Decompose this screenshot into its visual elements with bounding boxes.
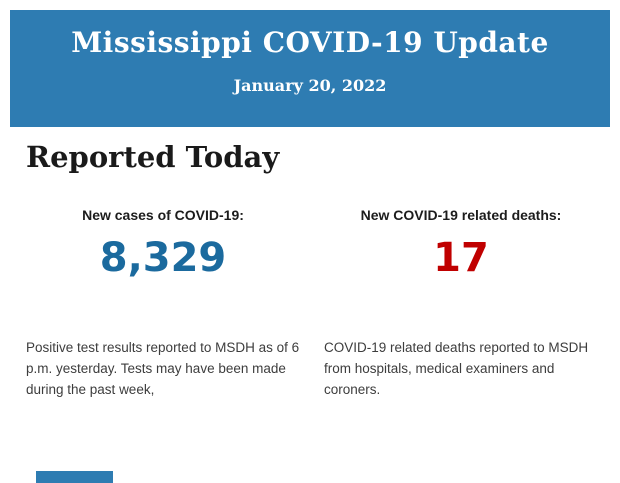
new-cases-label: New cases of COVID-19: xyxy=(82,207,244,223)
stat-new-deaths: New COVID-19 related deaths: 17 COVID-19… xyxy=(324,207,598,400)
header-banner: Mississippi COVID-19 Update January 20, … xyxy=(10,10,610,127)
stat-new-cases: New cases of COVID-19: 8,329 Positive te… xyxy=(26,207,300,400)
stats-row: New cases of COVID-19: 8,329 Positive te… xyxy=(26,207,600,400)
newsletter-date: January 20, 2022 xyxy=(233,76,387,95)
section-title-reported-today: Reported Today xyxy=(26,140,280,174)
footer-partial-banner xyxy=(36,471,113,483)
newsletter-title: Mississippi COVID-19 Update xyxy=(71,26,549,59)
new-deaths-value: 17 xyxy=(433,235,489,281)
new-deaths-label: New COVID-19 related deaths: xyxy=(360,207,562,223)
new-cases-value: 8,329 xyxy=(99,235,227,281)
new-deaths-description: COVID-19 related deaths reported to MSDH… xyxy=(324,340,589,397)
new-cases-description: Positive test results reported to MSDH a… xyxy=(26,340,300,397)
